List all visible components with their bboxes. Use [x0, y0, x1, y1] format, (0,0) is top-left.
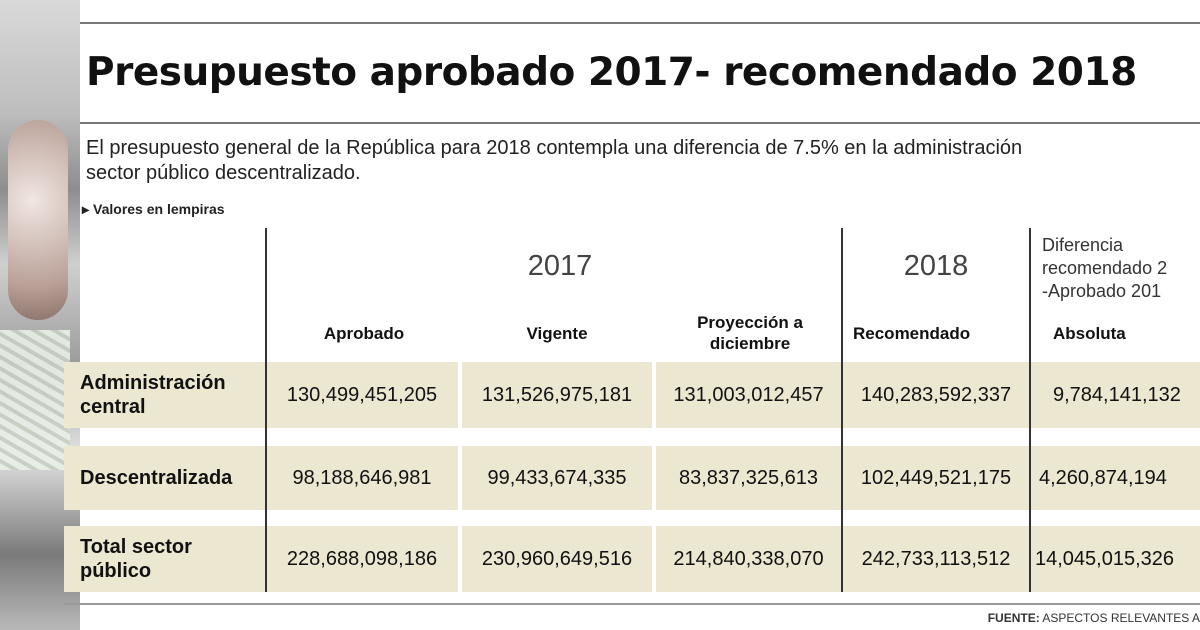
group-header-2017: 2017 — [527, 250, 593, 282]
table-cell: 242,733,113,512 — [861, 547, 1011, 570]
column-header-absoluta: Absoluta — [1053, 324, 1126, 343]
table-cell: 98,188,646,981 — [292, 466, 432, 489]
table-cell: 140,283,592,337 — [860, 383, 1012, 406]
intro-text: El presupuesto general de la República p… — [86, 137, 1023, 184]
table-cell: 4,260,874,194 — [1039, 466, 1167, 489]
source-text: ASPECTOS RELEVANTES A — [1042, 611, 1200, 625]
table-cell: 214,840,338,070 — [673, 547, 824, 570]
chart-title: Presupuesto aprobado 2017- recomendado 2… — [86, 50, 1137, 95]
divider-2018 — [841, 228, 843, 592]
row-label-total: Total sector público — [80, 536, 192, 582]
col-sep — [652, 362, 656, 592]
row-label-administracion: Administración central — [80, 372, 226, 418]
col-sep — [458, 362, 462, 592]
column-header-aprobado: Aprobado — [323, 324, 405, 343]
units-note: Valores en lempiras — [82, 201, 225, 218]
column-header-proyeccion: Proyección a diciembre — [697, 313, 803, 353]
row-bg-2 — [64, 446, 1200, 510]
column-header-recomendado: Recomendado — [853, 324, 971, 343]
row-label-descentralizada: Descentralizada — [80, 467, 233, 489]
group-header-2018: 2018 — [903, 250, 969, 282]
column-header-vigente: Vigente — [526, 324, 588, 343]
table-cell: 228,688,098,186 — [286, 547, 438, 570]
table-cell: 99,433,674,335 — [487, 466, 627, 489]
bottom-rule — [64, 603, 1200, 605]
table-cell: 102,449,521,175 — [860, 466, 1012, 489]
source-label: FUENTE: — [987, 611, 1040, 625]
divider-labels — [265, 228, 267, 592]
table-cell: 83,837,325,613 — [678, 466, 819, 489]
banknote-photo-detail — [0, 330, 70, 470]
row-bg-3 — [64, 526, 1200, 592]
table-cell: 9,784,141,132 — [1053, 383, 1181, 406]
title-rule — [80, 122, 1200, 124]
row-bg-1 — [64, 362, 1200, 428]
table-cell: 14,045,015,326 — [1035, 547, 1175, 570]
divider-diff — [1029, 228, 1031, 592]
source-note: FUENTE: ASPECTOS RELEVANTES A — [988, 611, 1200, 625]
table-cell: 230,960,649,516 — [481, 547, 633, 570]
group-header-diferencia: Diferencia recomendado 2 -Aprobado 201 — [1042, 235, 1168, 301]
background-photo — [0, 0, 80, 630]
thumb-photo-detail — [8, 120, 68, 320]
table-cell: 130,499,451,205 — [286, 383, 438, 406]
top-rule — [80, 22, 1200, 24]
table-cell: 131,526,975,181 — [481, 383, 633, 406]
table-cell: 131,003,012,457 — [673, 383, 824, 406]
